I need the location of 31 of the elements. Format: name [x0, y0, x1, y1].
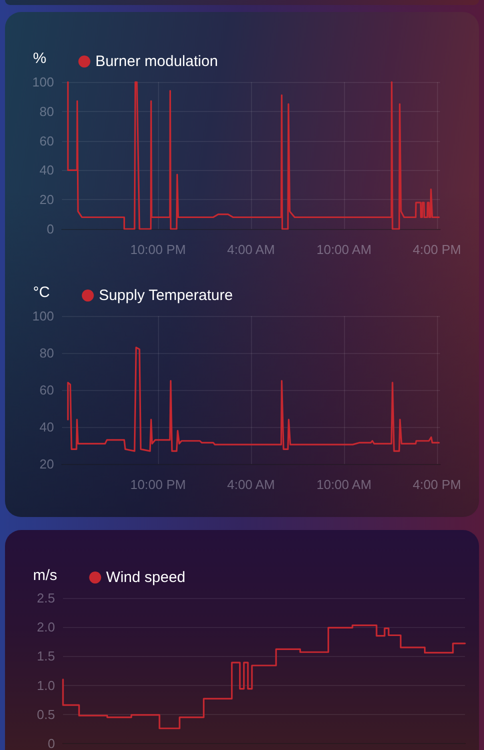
y-tick-label: 100	[32, 74, 54, 90]
x-tick-label: 10:00 PM	[130, 477, 186, 492]
x-tick-label: 4:00 AM	[227, 477, 275, 492]
y-tick-label: 80	[40, 104, 54, 119]
x-tick-label: 4:00 PM	[412, 242, 462, 257]
y-tick-label: 1.5	[36, 648, 55, 664]
y-tick-label: 2.0	[36, 620, 55, 635]
y-tick-label: 0	[46, 222, 54, 236]
x-tick-label: 4:00 AM	[227, 242, 275, 257]
y-tick-label: 40	[40, 162, 54, 178]
y-tick-label: 20	[40, 192, 54, 208]
y-axis-title: °C	[33, 284, 50, 301]
y-tick-label: 2.5	[36, 590, 55, 606]
legend-label: Supply Temperature	[98, 287, 233, 304]
y-axis-title: %	[33, 50, 46, 67]
x-tick-label: 10:00 AM	[316, 242, 372, 257]
y-tick-label: 100	[32, 308, 54, 324]
y-tick-label: 0	[48, 736, 55, 750]
legend-label: Burner modulation	[95, 53, 218, 70]
y-tick-label: 60	[40, 133, 54, 148]
x-tick-label: 10:00 AM	[316, 477, 372, 492]
y-tick-label: 1.0	[36, 678, 55, 693]
y-tick-label: 0.5	[36, 706, 55, 722]
x-tick-label: 10:00 PM	[130, 242, 186, 257]
legend-label: Wind speed	[106, 569, 186, 586]
y-tick-label: 80	[40, 346, 54, 360]
y-axis-title: m/s	[33, 567, 58, 584]
y-tick-label: 20	[40, 456, 54, 472]
y-tick-label: 40	[40, 420, 54, 434]
x-tick-label: 4:00 PM	[412, 477, 462, 492]
y-tick-label: 60	[40, 382, 54, 398]
